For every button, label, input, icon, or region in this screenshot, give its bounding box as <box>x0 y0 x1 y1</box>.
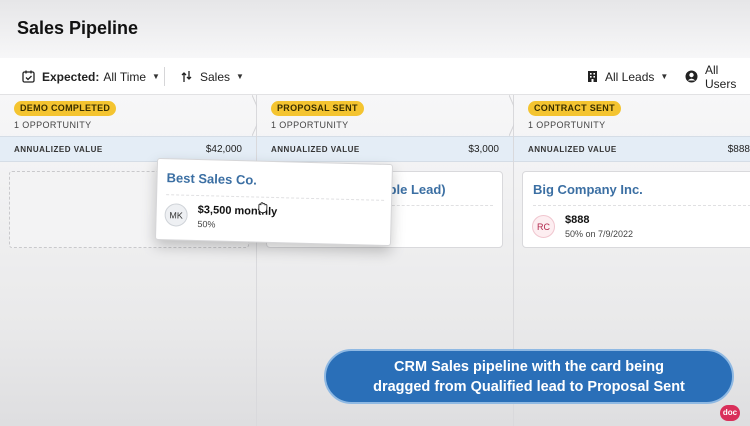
expected-filter-label: Expected: <box>42 69 100 84</box>
annualized-value-amount: $888 <box>727 144 750 155</box>
avatar: RC <box>532 215 555 238</box>
leads-filter-dropdown[interactable]: All Leads ▼ <box>587 58 668 95</box>
card-title[interactable]: Best Sales Co. <box>166 170 258 188</box>
filter-toolbar: Expected: All Time ▼ Sales ▼ All Leads ▼… <box>0 58 750 95</box>
card-amount: $888 <box>565 214 590 226</box>
card-probability: 50% on 7/9/2022 <box>565 229 634 239</box>
page-header: Sales Pipeline <box>0 0 750 58</box>
pipeline-label: Sales <box>200 69 231 84</box>
pipeline-board: DEMO COMPLETED 1 OPPORTUNITY ANNUALIZED … <box>0 95 750 426</box>
leads-filter-label: All Leads <box>605 69 655 84</box>
card-divider <box>387 205 493 206</box>
users-filter-dropdown[interactable]: All Users <box>685 58 750 95</box>
annualized-value-bar: ANNUALIZED VALUE $42,000 <box>0 136 256 162</box>
annualized-value-label: ANNUALIZED VALUE <box>14 145 103 154</box>
chevron-down-icon: ▼ <box>152 72 160 81</box>
card-title[interactable]: Big Company Inc. <box>533 182 643 197</box>
avatar: MK <box>164 203 188 227</box>
users-filter-label: All Users <box>705 62 737 91</box>
page-title: Sales Pipeline <box>17 18 139 38</box>
brand-logo: doc <box>720 405 740 421</box>
pipeline-dropdown[interactable]: Sales ▼ <box>180 58 244 95</box>
annualized-value-bar: ANNUALIZED VALUE $3,000 <box>257 136 513 162</box>
user-circle-icon <box>685 70 698 83</box>
chevron-down-icon: ▼ <box>236 72 244 81</box>
card-title[interactable]: mple Lead) <box>377 182 446 197</box>
stage-badge: CONTRACT SENT <box>528 101 621 116</box>
stage-badge: PROPOSAL SENT <box>271 101 364 116</box>
caption-line-2: dragged from Qualified lead to Proposal … <box>373 378 685 395</box>
grab-hand-cursor-icon <box>257 201 268 219</box>
opportunity-count: 1 OPPORTUNITY <box>14 120 92 130</box>
opportunity-card[interactable]: Big Company Inc. RC $888 50% on 7/9/2022 <box>522 171 750 248</box>
annualized-value-bar: ANNUALIZED VALUE $888 <box>514 136 750 162</box>
caption-line-1: CRM Sales pipeline with the card being <box>394 358 664 375</box>
chevron-down-icon: ▼ <box>660 72 669 81</box>
calendar-check-icon <box>22 70 35 83</box>
opportunity-count: 1 OPPORTUNITY <box>271 120 349 130</box>
annualized-value-label: ANNUALIZED VALUE <box>528 145 617 154</box>
annualized-value-amount: $42,000 <box>205 144 242 155</box>
dragged-opportunity-card[interactable]: Best Sales Co. MK $3,500 monthly 50% <box>154 157 394 247</box>
video-caption: CRM Sales pipeline with the card being d… <box>324 349 734 404</box>
card-divider <box>166 194 385 201</box>
annualized-value-label: ANNUALIZED VALUE <box>271 145 360 154</box>
column-header: CONTRACT SENT 1 OPPORTUNITY <box>514 95 750 136</box>
funnel-sort-icon <box>180 70 193 83</box>
column-header: DEMO COMPLETED 1 OPPORTUNITY <box>0 95 256 136</box>
expected-filter-dropdown[interactable]: Expected: All Time ▼ <box>22 58 160 95</box>
stage-badge: DEMO COMPLETED <box>14 101 117 116</box>
annualized-value-amount: $3,000 <box>468 144 499 155</box>
column-header: PROPOSAL SENT 1 OPPORTUNITY <box>257 95 513 136</box>
card-divider <box>533 205 750 206</box>
column-demo-completed: DEMO COMPLETED 1 OPPORTUNITY ANNUALIZED … <box>0 95 257 426</box>
toolbar-divider <box>164 67 165 86</box>
card-probability: 50% <box>197 219 216 230</box>
expected-filter-value: All Time <box>103 69 147 84</box>
opportunity-count: 1 OPPORTUNITY <box>528 120 606 130</box>
building-icon <box>587 70 598 83</box>
